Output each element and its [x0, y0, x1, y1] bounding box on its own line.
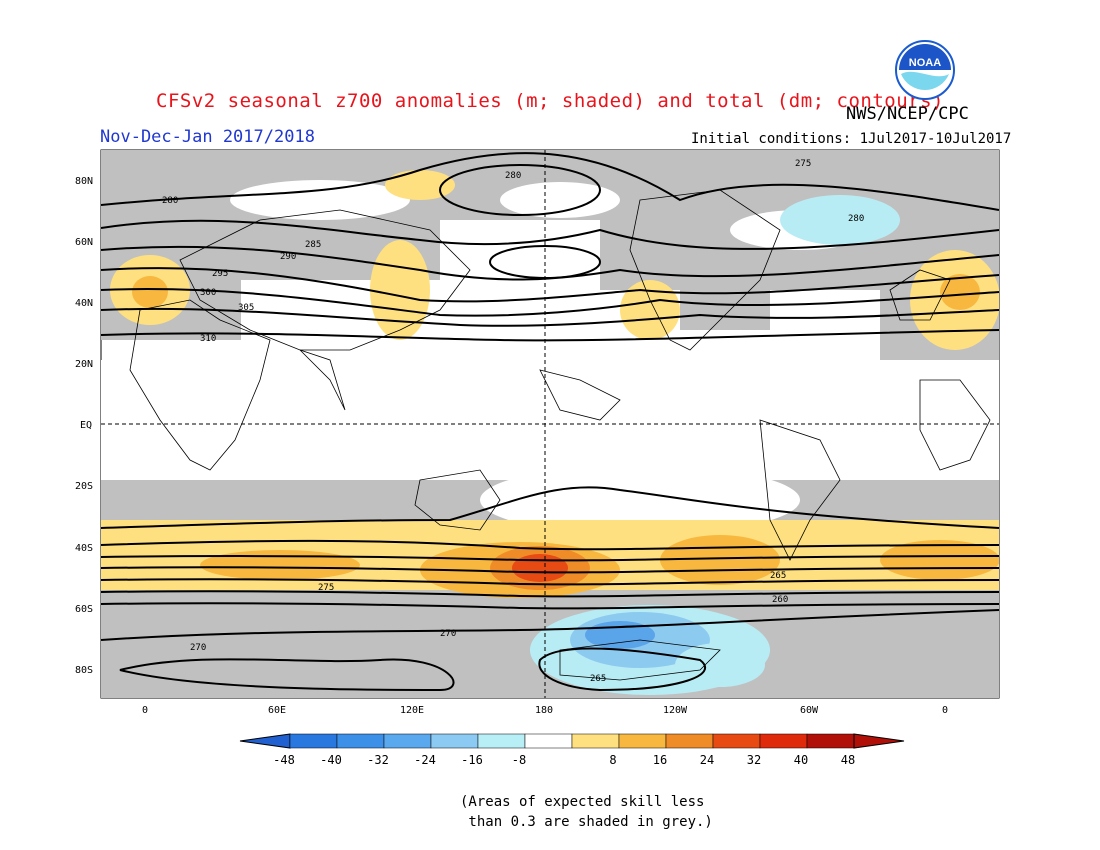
- contour-label: 280: [162, 196, 178, 206]
- agency-label: NWS/NCEP/CPC: [846, 104, 969, 124]
- lon-label: 0: [142, 705, 148, 716]
- colorbar-label: -48: [273, 753, 295, 767]
- noaa-logo: NOAA: [895, 40, 955, 100]
- colorbar-segment: [477, 733, 526, 749]
- colorbar-segment: [336, 733, 385, 749]
- contour-label: 275: [795, 159, 811, 169]
- colorbar-label: 16: [653, 753, 667, 767]
- colorbar-label: 40: [794, 753, 808, 767]
- forecast-period: Nov-Dec-Jan 2017/2018: [100, 127, 315, 147]
- contour-label: 285: [305, 240, 321, 250]
- coastlines: [129, 189, 991, 681]
- lat-label: 40N: [75, 298, 93, 309]
- latitude-axis: 80N 60N 40N 20N EQ 20S 40S 60S 80S: [75, 176, 93, 676]
- contour-label: 265: [770, 571, 786, 581]
- lat-label: 80S: [75, 665, 93, 676]
- colorbar-segment: [430, 733, 479, 749]
- colorbar-label: -32: [367, 753, 389, 767]
- colorbar-segment: [618, 733, 667, 749]
- contour-label: 260: [772, 595, 788, 605]
- colorbar: -48 -40 -32 -24 -16 -8 8 16 24 32 40 48: [239, 733, 905, 767]
- longitude-axis: 0 60E 120E 180 120W 60W 0: [142, 705, 948, 716]
- colorbar-label: -16: [461, 753, 483, 767]
- contour-label: 270: [190, 643, 206, 653]
- lon-label: 180: [535, 705, 553, 716]
- colorbar-label: -40: [320, 753, 342, 767]
- initial-conditions: Initial conditions: 1Jul2017-10Jul2017: [691, 131, 1012, 147]
- colorbar-segment: [289, 733, 338, 749]
- contour-label: 275: [318, 583, 334, 593]
- colorbar-segment: [759, 733, 808, 749]
- lon-label: 0: [942, 705, 948, 716]
- colorbar-label: -8: [512, 753, 526, 767]
- colorbar-label: 32: [747, 753, 761, 767]
- contour-label: 265: [590, 674, 606, 684]
- lon-label: 60W: [800, 705, 819, 716]
- lat-label: EQ: [80, 420, 92, 431]
- colorbar-segment: [665, 733, 714, 749]
- lat-label: 60S: [75, 604, 93, 615]
- colorbar-arrow-high: [853, 733, 905, 749]
- lon-label: 120W: [663, 705, 688, 716]
- lat-label: 20S: [75, 481, 93, 492]
- colorbar-label: 24: [700, 753, 714, 767]
- chart-title: CFSv2 seasonal z700 anomalies (m; shaded…: [156, 90, 944, 112]
- colorbar-segment: [571, 733, 620, 749]
- contour-label: 310: [200, 334, 216, 344]
- skill-note: (Areas of expected skill less than 0.3 a…: [460, 794, 713, 830]
- lon-label: 60E: [268, 705, 286, 716]
- lat-label: 80N: [75, 176, 93, 187]
- lat-label: 60N: [75, 237, 93, 248]
- colorbar-arrow-low: [239, 733, 291, 749]
- lat-label: 20N: [75, 359, 93, 370]
- contour-label: 300: [200, 288, 216, 298]
- colorbar-label: 48: [841, 753, 855, 767]
- lat-label: 40S: [75, 543, 93, 554]
- contour-labels: 280 275 280 265 270 285 290 295 300 305 …: [162, 159, 864, 684]
- contour-label: 290: [280, 252, 296, 262]
- colorbar-segment: [524, 733, 573, 749]
- contour-label: 270: [440, 629, 456, 639]
- colorbar-segment: [383, 733, 432, 749]
- colorbar-label: -24: [414, 753, 436, 767]
- contour-label: 305: [238, 303, 254, 313]
- colorbar-segment: [712, 733, 761, 749]
- contour-label: 280: [848, 214, 864, 224]
- svg-text:NOAA: NOAA: [909, 57, 941, 69]
- colorbar-label: 8: [609, 753, 616, 767]
- contour-label: 295: [212, 269, 228, 279]
- colorbar-segment: [806, 733, 855, 749]
- lon-label: 120E: [400, 705, 424, 716]
- contour-label: 280: [505, 171, 521, 181]
